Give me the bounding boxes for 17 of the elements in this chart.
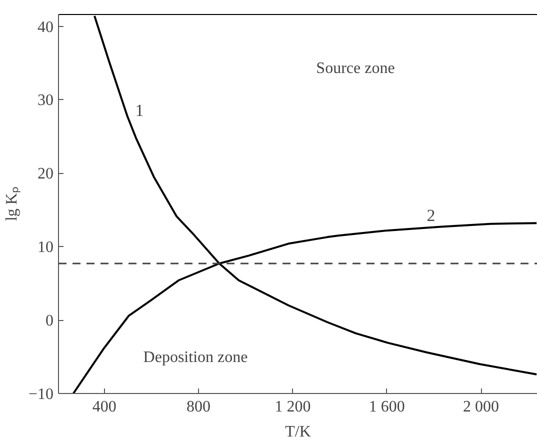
x-axis-title: T/K [285,424,312,440]
y-tick-label: 30 [38,92,54,110]
y-tick-label: 40 [38,18,54,36]
series-label: 2 [426,206,436,225]
annotation: Source zone [316,60,395,77]
annotation: Deposition zone [143,349,248,366]
x-tick-label: 1 600 [368,398,405,416]
y-tick-label: 0 [46,312,54,330]
x-tick-label: 400 [92,398,116,416]
y-tick-label: 20 [38,166,54,183]
x-tick-label: 1 200 [274,398,311,416]
x-tick-label: 2 000 [463,398,500,416]
x-tick-label: 800 [186,398,211,416]
y-tick-label: 10 [38,239,54,256]
series-label: 1 [135,100,144,120]
y-tick-label: −10 [28,386,54,403]
y-axis-title: lg Kₚ [3,187,20,221]
